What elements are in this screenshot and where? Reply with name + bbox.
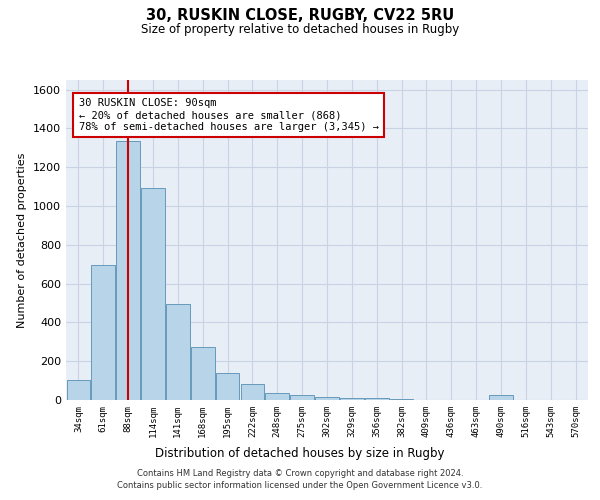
Text: 30, RUSKIN CLOSE, RUGBY, CV22 5RU: 30, RUSKIN CLOSE, RUGBY, CV22 5RU <box>146 8 454 22</box>
Text: Size of property relative to detached houses in Rugby: Size of property relative to detached ho… <box>141 22 459 36</box>
Bar <box>265 393 289 400</box>
Text: Contains HM Land Registry data © Crown copyright and database right 2024.
Contai: Contains HM Land Registry data © Crown c… <box>118 468 482 490</box>
Bar <box>67 380 90 400</box>
Bar <box>365 398 389 400</box>
Bar <box>489 394 513 400</box>
Bar <box>191 346 215 400</box>
Y-axis label: Number of detached properties: Number of detached properties <box>17 152 28 328</box>
Bar <box>241 384 264 400</box>
Bar <box>166 304 190 400</box>
Bar <box>91 265 115 400</box>
Bar <box>340 398 364 400</box>
Text: 30 RUSKIN CLOSE: 90sqm
← 20% of detached houses are smaller (868)
78% of semi-de: 30 RUSKIN CLOSE: 90sqm ← 20% of detached… <box>79 98 379 132</box>
Bar <box>116 141 140 400</box>
Bar <box>390 399 413 400</box>
Bar <box>216 373 239 400</box>
Bar <box>141 188 165 400</box>
Bar <box>290 394 314 400</box>
Text: Distribution of detached houses by size in Rugby: Distribution of detached houses by size … <box>155 448 445 460</box>
Bar <box>315 397 339 400</box>
